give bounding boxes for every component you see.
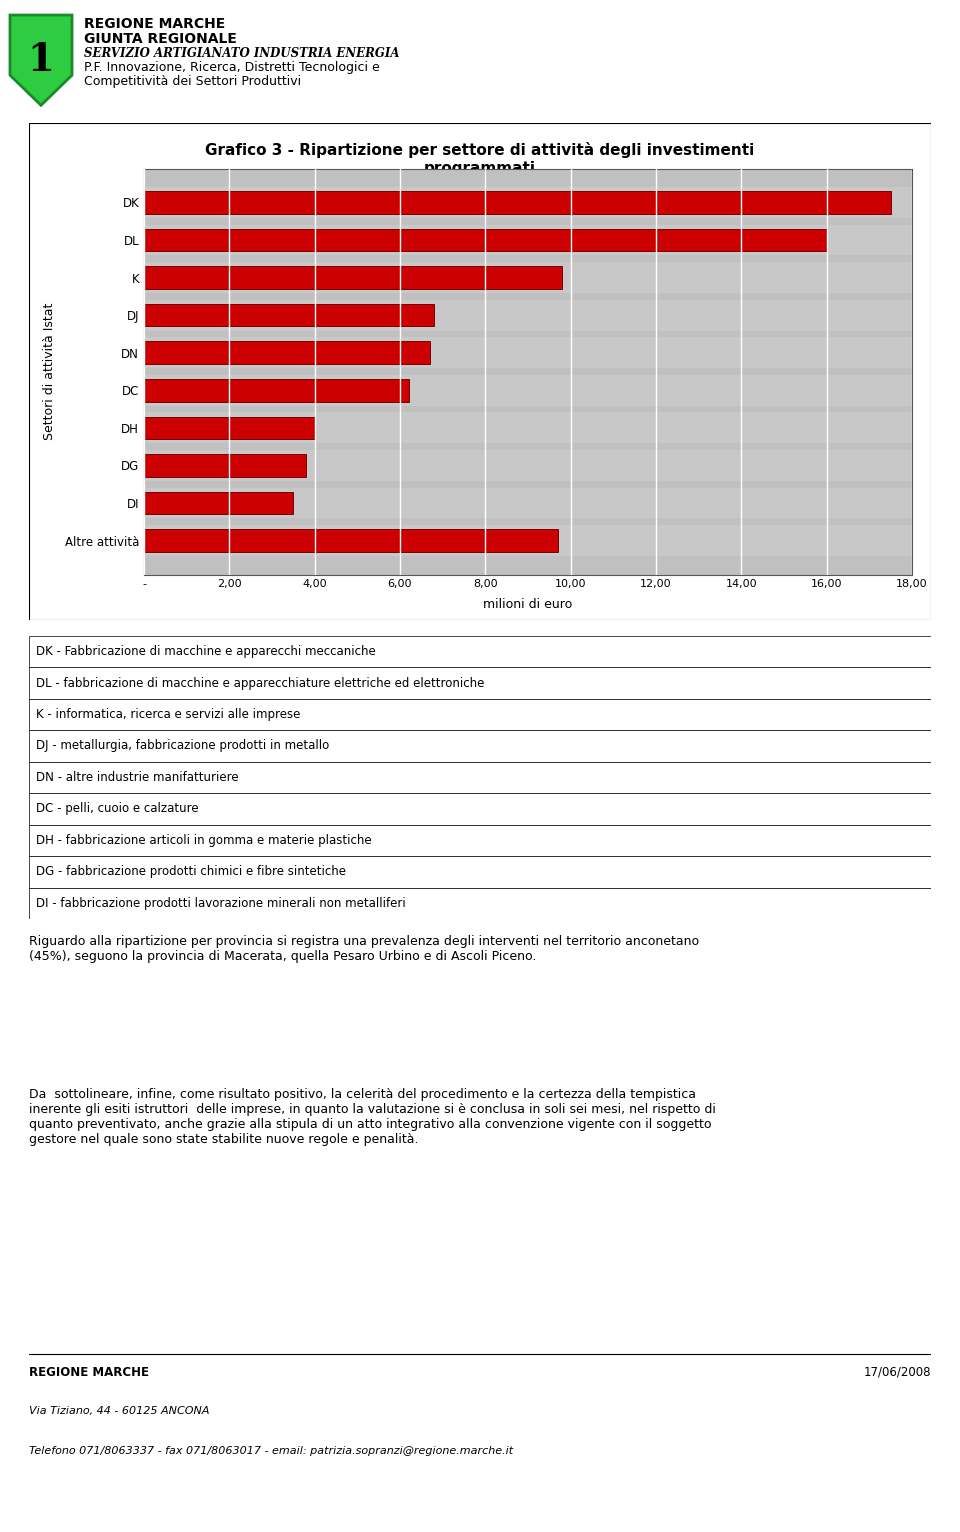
Bar (144, 378, 409, 401)
Text: Grafico 3 - Ripartizione per settore di attività degli investimenti
programmati: Grafico 3 - Ripartizione per settore di … (205, 142, 755, 176)
Text: DC - pelli, cuoio e calzature: DC - pelli, cuoio e calzature (36, 803, 199, 815)
Bar (144, 228, 827, 251)
Bar (29, 856, 931, 887)
Bar (29, 824, 931, 856)
Bar (29, 794, 931, 824)
Text: Telefono 071/8063337 - fax 071/8063017 - email: patrizia.sopranzi@regione.marche: Telefono 071/8063337 - fax 071/8063017 -… (29, 1446, 513, 1455)
Text: DI - fabbricazione prodotti lavorazione minerali non metalliferi: DI - fabbricazione prodotti lavorazione … (36, 896, 406, 910)
Text: REGIONE MARCHE: REGIONE MARCHE (29, 1365, 149, 1379)
Text: Competitività dei Settori Produttivi: Competitività dei Settori Produttivi (84, 75, 301, 89)
Bar (29, 636, 931, 668)
Bar (144, 342, 430, 365)
Text: DK - Fabbricazione di macchine e apparecchi meccaniche: DK - Fabbricazione di macchine e apparec… (36, 645, 375, 659)
Text: P.F. Innovazione, Ricerca, Distretti Tecnologici e: P.F. Innovazione, Ricerca, Distretti Tec… (84, 61, 380, 74)
Bar (144, 450, 912, 481)
Bar (144, 187, 912, 218)
Bar (144, 525, 912, 556)
Text: K - informatica, ricerca e servizi alle imprese: K - informatica, ricerca e servizi alle … (36, 708, 300, 722)
Text: GIUNTA REGIONALE: GIUNTA REGIONALE (84, 32, 237, 46)
Text: Da  sottolineare, infine, come risultato positivo, la celerità del procedimento : Da sottolineare, infine, come risultato … (29, 1088, 715, 1146)
Bar (144, 375, 912, 406)
X-axis label: milioni di euro: milioni di euro (484, 597, 572, 611)
Bar (29, 731, 931, 761)
Bar (144, 300, 912, 331)
Text: REGIONE MARCHE: REGIONE MARCHE (84, 17, 226, 31)
Bar (144, 337, 912, 368)
Bar (144, 530, 558, 552)
Bar (144, 192, 891, 213)
Text: DL - fabbricazione di macchine e apparecchiature elettriche ed elettroniche: DL - fabbricazione di macchine e apparec… (36, 677, 485, 689)
Text: Riguardo alla ripartizione per provincia si registra una prevalenza degli interv: Riguardo alla ripartizione per provincia… (29, 935, 699, 962)
Bar (144, 417, 315, 440)
Bar (29, 668, 931, 699)
Bar (144, 225, 912, 256)
Text: DG - fabbricazione prodotti chimici e fibre sintetiche: DG - fabbricazione prodotti chimici e fi… (36, 866, 346, 878)
Bar (144, 262, 912, 293)
Bar (29, 699, 931, 731)
Bar (144, 412, 912, 443)
Bar (144, 487, 912, 518)
Bar (144, 453, 306, 476)
Bar (29, 761, 931, 794)
Text: DH - fabbricazione articoli in gomma e materie plastiche: DH - fabbricazione articoli in gomma e m… (36, 833, 372, 847)
Text: SERVIZIO ARTIGIANATO INDUSTRIA ENERGIA: SERVIZIO ARTIGIANATO INDUSTRIA ENERGIA (84, 47, 399, 60)
Text: Via Tiziano, 44 - 60125 ANCONA: Via Tiziano, 44 - 60125 ANCONA (29, 1406, 209, 1417)
Polygon shape (10, 15, 72, 106)
Bar (29, 887, 931, 919)
Bar (144, 492, 294, 515)
Text: DN - altre industrie manifatturiere: DN - altre industrie manifatturiere (36, 771, 239, 784)
Y-axis label: Settori di attività Istat: Settori di attività Istat (43, 303, 57, 440)
Bar (144, 303, 434, 326)
Text: DJ - metallurgia, fabbricazione prodotti in metallo: DJ - metallurgia, fabbricazione prodotti… (36, 740, 329, 752)
Text: 1: 1 (28, 41, 55, 80)
Bar (144, 267, 563, 290)
Text: 17/06/2008: 17/06/2008 (864, 1365, 931, 1379)
